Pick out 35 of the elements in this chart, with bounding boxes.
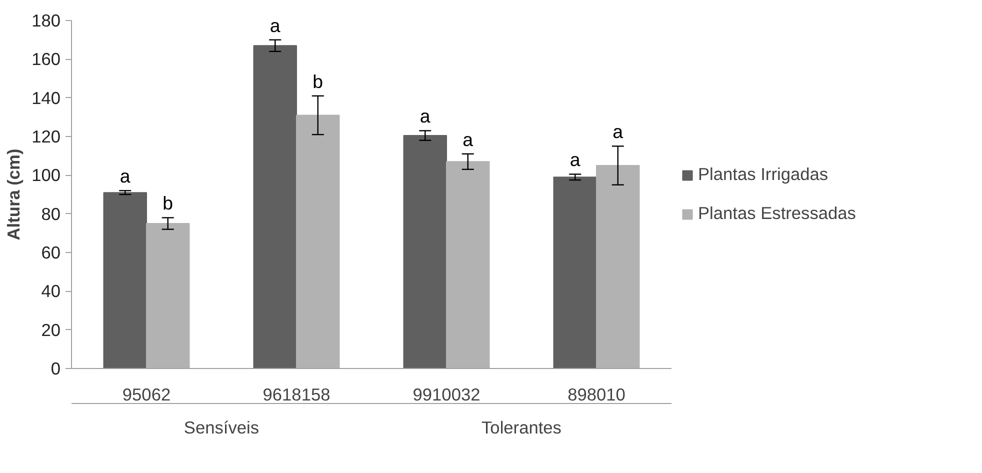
y-tick-label: 20 [41,320,61,340]
bar [403,135,447,368]
data-label: b [162,192,174,214]
y-tick-label: 80 [41,204,61,224]
data-label: a [270,14,281,36]
bar [146,223,190,368]
y-tick-label: 0 [50,358,61,378]
data-label: a [462,128,474,150]
text: Sensíveis [184,418,260,438]
data-label: a [612,121,624,142]
data-label: a [120,166,131,187]
legend-label: Plantas Estressadas [698,203,856,224]
y-tick-label: 160 [32,49,61,70]
y-tick-label: 120 [32,126,61,146]
x-tick-label: 9910032 [412,384,480,404]
y-axis-title: Altura (cm) [4,148,24,240]
data-label: a [420,106,431,127]
x-tick-label: 898010 [568,384,626,404]
data-label: a [570,149,581,170]
y-tick-label: 100 [32,165,61,186]
data-label: b [312,70,324,92]
bar [253,45,297,368]
legend-label: Plantas Irrigadas [698,164,828,185]
bar [553,176,597,368]
y-tick-label: 180 [32,10,61,30]
y-tick-label: 140 [32,88,61,108]
y-tick-label: 40 [41,281,61,302]
text: Tolerantes [482,418,562,438]
bar [296,114,340,368]
bar [446,161,490,368]
y-tick-label: 60 [41,242,61,262]
x-tick-label: 95062 [122,384,171,404]
x-tick-label: 9618158 [262,384,330,404]
bar [103,192,147,368]
bar [596,165,640,368]
